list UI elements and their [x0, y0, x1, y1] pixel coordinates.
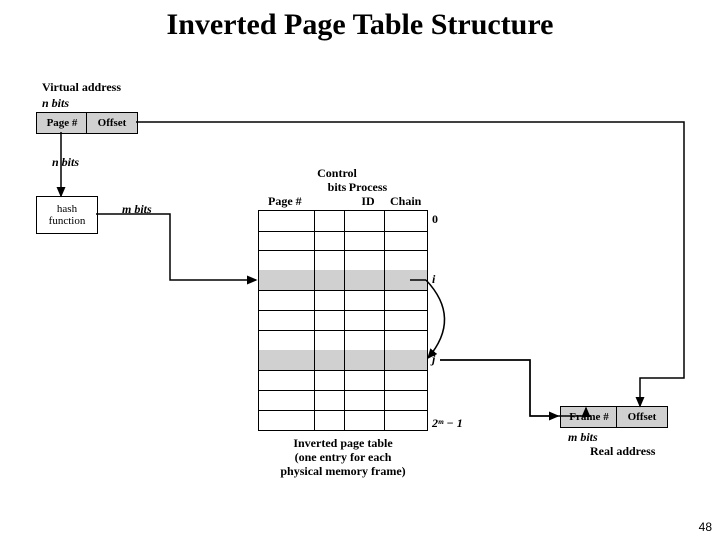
page-num-cell: Page #: [36, 112, 88, 134]
table-row: [258, 210, 428, 232]
offset-cell: Offset: [86, 112, 138, 134]
table-row: [258, 230, 428, 251]
table-row: [258, 330, 428, 351]
hash-function-box: hash function: [36, 196, 98, 234]
table-row: [258, 350, 428, 371]
caption-l2: (one entry for each: [258, 450, 428, 465]
row-label-j: j: [432, 352, 435, 367]
col-ctrl-header1: Control: [314, 166, 360, 181]
caption-l3: physical memory frame): [258, 464, 428, 479]
col-chain-header: Chain: [390, 194, 421, 209]
frame-num-cell: Frame #: [560, 406, 618, 428]
mbits-hash-label: m bits: [122, 202, 152, 217]
real-address-label: Real address: [590, 444, 655, 459]
hash-line1: hash: [57, 203, 77, 215]
caption-l1: Inverted page table: [258, 436, 428, 451]
offset-cell-2: Offset: [616, 406, 668, 428]
row-label-i: i: [432, 272, 435, 287]
table-row: [258, 250, 428, 271]
row-label-0: 0: [432, 212, 438, 227]
page-title: Inverted Page Table Structure: [0, 8, 720, 42]
col-page-header: Page #: [268, 194, 302, 209]
nbits-mid-label: n bits: [52, 155, 79, 170]
col-proc-header1: Process: [348, 180, 388, 195]
table-row: [258, 290, 428, 311]
nbits-top-label: n bits: [42, 96, 69, 111]
table-row: [258, 390, 428, 411]
col-proc-header2: ID: [348, 194, 388, 209]
mbits-real-label: m bits: [568, 430, 598, 445]
table-row: [258, 370, 428, 391]
hash-line2: function: [49, 215, 86, 227]
table-row: [258, 270, 428, 291]
table-row: [258, 310, 428, 331]
table-row: [258, 410, 428, 431]
virtual-address-label: Virtual address: [42, 80, 121, 95]
row-label-last: 2ᵐ − 1: [432, 416, 463, 431]
page-number: 48: [699, 520, 712, 534]
